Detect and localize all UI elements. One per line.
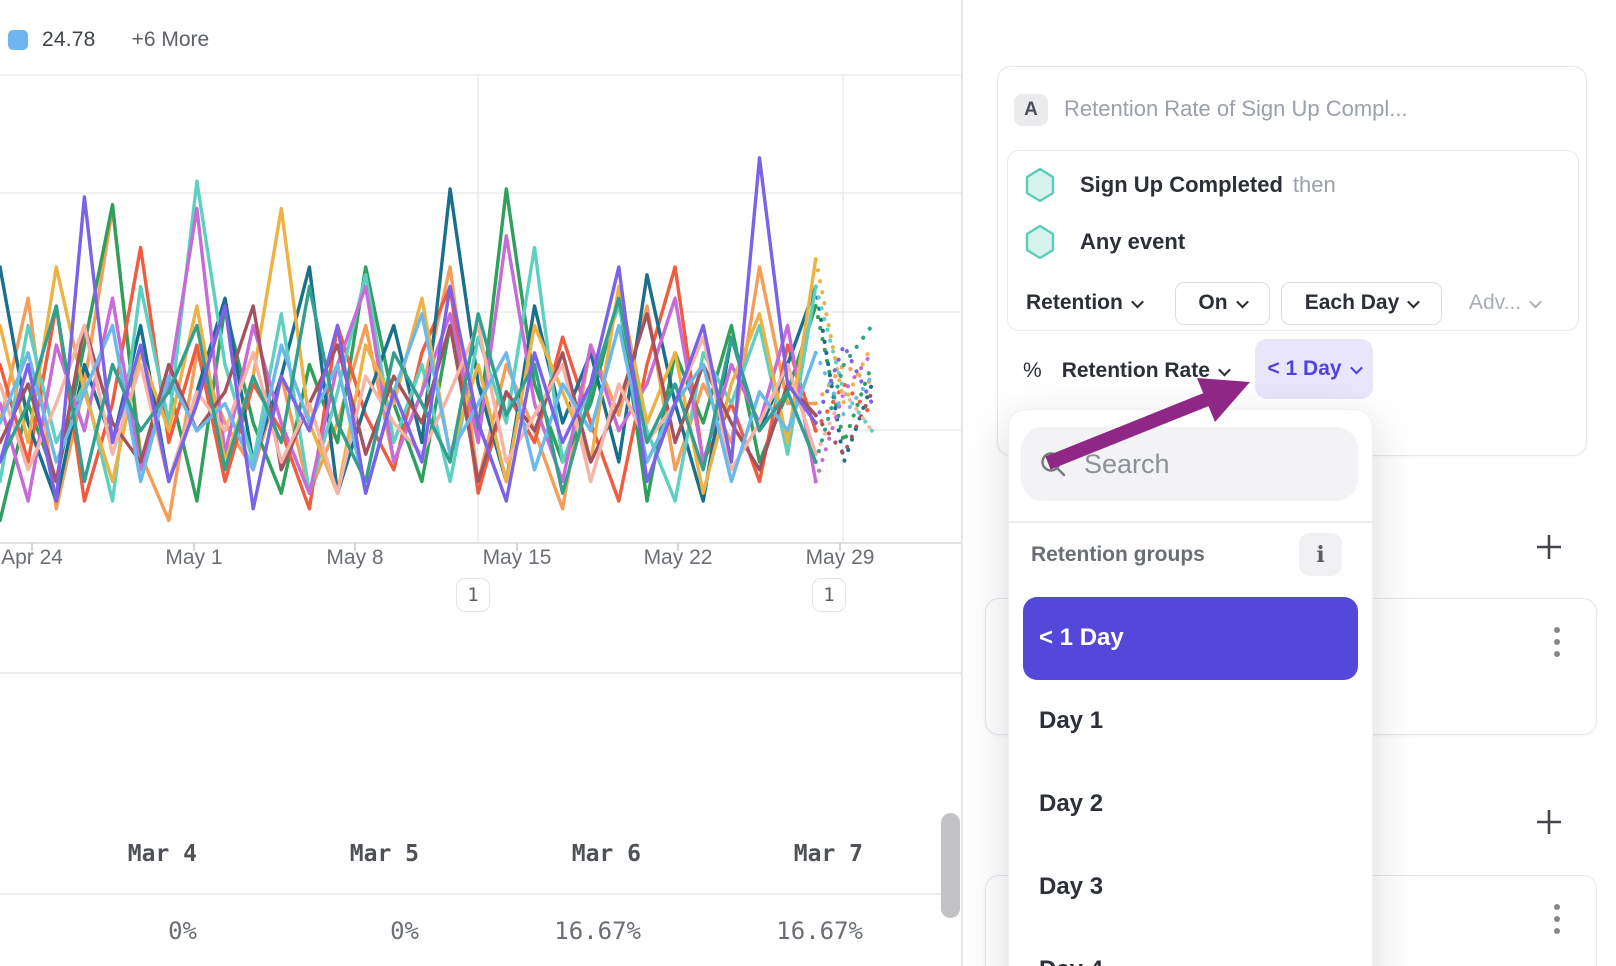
dropdown-item[interactable]: Day 4 xyxy=(1023,929,1358,966)
table-header-cell: Mar 5 xyxy=(349,841,419,867)
measure-row: % Retention Rate xyxy=(1023,347,1231,395)
table-value-row: 0% 0% 16.67% 16.67% xyxy=(0,905,900,957)
chevron-down-icon xyxy=(1407,295,1421,308)
table-value-cell: 0% xyxy=(390,917,419,945)
vertical-scrollbar[interactable] xyxy=(941,813,960,918)
group-header-row: Retention groups i xyxy=(1009,523,1372,587)
event-row-2[interactable]: Any event xyxy=(1008,218,1578,266)
query-title[interactable]: Retention Rate of Sign Up Compl... xyxy=(1064,96,1408,121)
x-axis-label: May 8 xyxy=(326,546,384,569)
info-icon[interactable]: i xyxy=(1299,533,1342,576)
interval-dropdown[interactable]: Each Day xyxy=(1281,281,1442,325)
retention-group-dropdown[interactable]: < 1 Day xyxy=(1255,339,1373,399)
add-query-button[interactable] xyxy=(1531,804,1567,840)
retention-line-chart xyxy=(0,74,962,551)
x-axis-label: May 15 xyxy=(482,546,552,569)
menu-divider xyxy=(1009,521,1372,523)
retention-type-dropdown[interactable]: Retention xyxy=(1026,291,1144,315)
event-hexagon-icon xyxy=(1025,167,1055,203)
table-value-cell: 16.67% xyxy=(554,917,641,945)
table-header-divider xyxy=(0,893,941,895)
more-options-icon[interactable] xyxy=(1554,627,1562,657)
legend-swatch-icon xyxy=(8,30,28,50)
dropdown-item[interactable]: < 1 Day xyxy=(1023,596,1358,680)
more-options-icon[interactable] xyxy=(1554,904,1562,934)
chevron-down-icon xyxy=(1529,295,1543,308)
chart-legend: 24.78 +6 More xyxy=(8,28,209,52)
event-name: Any event xyxy=(1080,229,1186,254)
pagination-button[interactable]: 1 xyxy=(812,578,846,612)
event-hexagon-icon xyxy=(1025,224,1055,260)
group-label: Retention groups xyxy=(1031,542,1205,566)
panel-divider xyxy=(961,0,963,966)
plus-icon xyxy=(1537,810,1561,834)
table-value-cell: 0% xyxy=(168,917,197,945)
retention-controls-row: Retention On Each Day Adv... xyxy=(1008,279,1578,327)
x-axis-label: May 1 xyxy=(165,546,223,569)
chevron-down-icon xyxy=(1349,361,1363,374)
event-suffix: then xyxy=(1292,172,1336,197)
advanced-dropdown[interactable]: Adv... xyxy=(1469,291,1543,315)
dropdown-item[interactable]: Day 2 xyxy=(1039,790,1104,817)
table-value-cell: 16.67% xyxy=(776,917,863,945)
add-query-button[interactable] xyxy=(1531,529,1567,565)
table-header-row: Mar 4 Mar 5 Mar 6 Mar 7 xyxy=(0,830,900,878)
table-header-cell: Mar 7 xyxy=(793,841,863,867)
search-input[interactable] xyxy=(1084,448,1324,480)
search-icon xyxy=(1041,452,1066,477)
query-badge: A xyxy=(1014,94,1048,126)
search-box[interactable] xyxy=(1021,427,1358,501)
query-card: A Retention Rate of Sign Up Compl... Sig… xyxy=(997,66,1587,456)
section-divider xyxy=(0,672,962,674)
table-header-cell: Mar 4 xyxy=(127,841,197,867)
event-row-1[interactable]: Sign Up Completed then xyxy=(1008,161,1578,209)
dropdown-item[interactable]: Day 1 xyxy=(1039,707,1104,734)
plus-icon xyxy=(1537,535,1561,559)
x-axis-label: May 22 xyxy=(643,546,713,569)
event-definition-box: Sign Up Completed then Any event Retenti… xyxy=(1007,150,1579,331)
percent-icon: % xyxy=(1023,359,1042,382)
legend-more-button[interactable]: +6 More xyxy=(131,28,210,51)
chevron-down-icon xyxy=(1235,295,1249,308)
x-axis-label: May 29 xyxy=(805,546,875,569)
legend-value: 24.78 xyxy=(42,28,96,51)
table-header-cell: Mar 6 xyxy=(571,841,641,867)
pagination-button[interactable]: 1 xyxy=(456,578,490,612)
dropdown-item[interactable]: Day 3 xyxy=(1039,873,1104,900)
retention-group-menu: Retention groups i < 1 Day Day 1 Day 2 Day … xyxy=(1008,409,1373,966)
x-axis-label: Apr 24 xyxy=(1,546,63,569)
on-dropdown[interactable]: On xyxy=(1175,281,1270,325)
measure-dropdown[interactable]: Retention Rate xyxy=(1062,359,1231,383)
chevron-down-icon xyxy=(1130,295,1144,308)
chevron-down-icon xyxy=(1218,363,1231,376)
event-name: Sign Up Completed xyxy=(1080,172,1283,197)
menu-item-list: < 1 Day Day 1 Day 2 Day 3 Day 4 xyxy=(1009,587,1372,966)
